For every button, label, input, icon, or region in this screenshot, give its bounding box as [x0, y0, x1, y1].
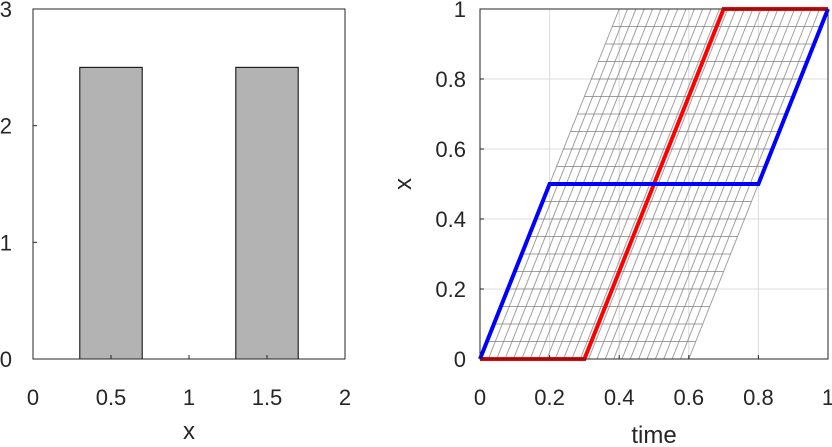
y-tick-label: 0	[454, 347, 466, 372]
histogram-x-axis-label: x	[183, 418, 195, 445]
x-tick-label: 0.4	[604, 385, 635, 410]
y-tick-label: 0.6	[435, 137, 466, 162]
y-tick-label: 0.8	[435, 67, 466, 92]
trajectory-x-axis-label: time	[631, 422, 676, 447]
x-tick-label: 0.5	[96, 385, 127, 410]
y-tick-label: 2	[0, 114, 12, 139]
y-tick-label: 0.2	[435, 277, 466, 302]
trajectory-y-axis-label: x	[390, 178, 417, 190]
x-tick-label: 0.6	[674, 385, 705, 410]
series-line	[478, 8, 830, 360]
x-tick-label: 1.5	[252, 385, 283, 410]
y-tick-label: 0	[0, 347, 12, 372]
trajectory-chart: 0 0.2 0.4 0.6 0.8 1 0 0.2 0.4 0.6 0.8 1 time x	[390, 0, 832, 447]
trajectory-axes-box	[479, 8, 829, 360]
x-tick-label: 0	[474, 385, 486, 410]
trajectory-ticks: 0 0.2 0.4 0.6 0.8 1 0 0.2 0.4 0.6 0.8 1	[435, 0, 832, 410]
x-tick-label: 2	[339, 385, 351, 410]
y-tick-label: 1	[0, 230, 12, 255]
histogram-bars	[79, 66, 299, 360]
y-tick-label: 3	[0, 0, 12, 22]
histogram-bar	[79, 66, 143, 360]
x-tick-label: 0.2	[534, 385, 565, 410]
x-tick-label: 1	[183, 385, 195, 410]
y-tick-label: 0.4	[435, 207, 466, 232]
histogram-bar	[235, 66, 299, 360]
histogram-chart: 0 0.5 1 1.5 2 0 1 2 3 x	[0, 0, 351, 445]
x-tick-label: 0	[27, 385, 39, 410]
x-tick-label: 0.8	[743, 385, 774, 410]
histogram-ticks: 0 0.5 1 1.5 2 0 1 2 3	[0, 0, 351, 410]
y-tick-label: 1	[454, 0, 466, 22]
x-tick-label: 1	[822, 385, 832, 410]
